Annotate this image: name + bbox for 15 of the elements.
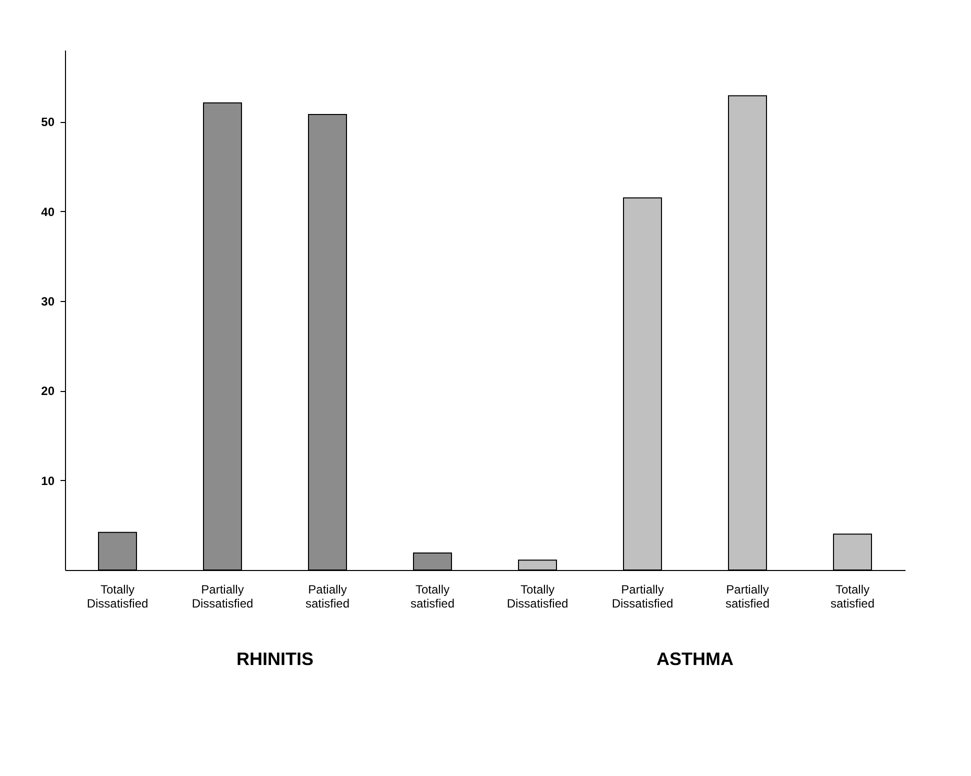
x-tick-label: Totally satisfied (830, 582, 875, 610)
y-tick-label: 40 (41, 204, 55, 219)
y-tick-label: 10 (41, 474, 55, 488)
x-tick-label: Partially satisfied (725, 582, 770, 610)
y-tick-label: 50 (41, 115, 55, 130)
x-tick-label: Partially Dissatisfied (192, 582, 254, 610)
x-tick-label: Totally satisfied (410, 582, 455, 610)
x-tick-label: Patially satisfied (305, 582, 350, 610)
x-tick-label: Totally Dissatisfied (86, 582, 148, 610)
y-tick-label: 20 (41, 384, 55, 398)
y-tick-label: 30 (41, 294, 55, 309)
text: ASTHMA (656, 649, 734, 669)
x-tick-label: Totally Dissatisfied (506, 582, 568, 610)
x-tick-label: Partially Dissatisfied (612, 582, 674, 610)
text: RHINITIS (236, 649, 314, 669)
